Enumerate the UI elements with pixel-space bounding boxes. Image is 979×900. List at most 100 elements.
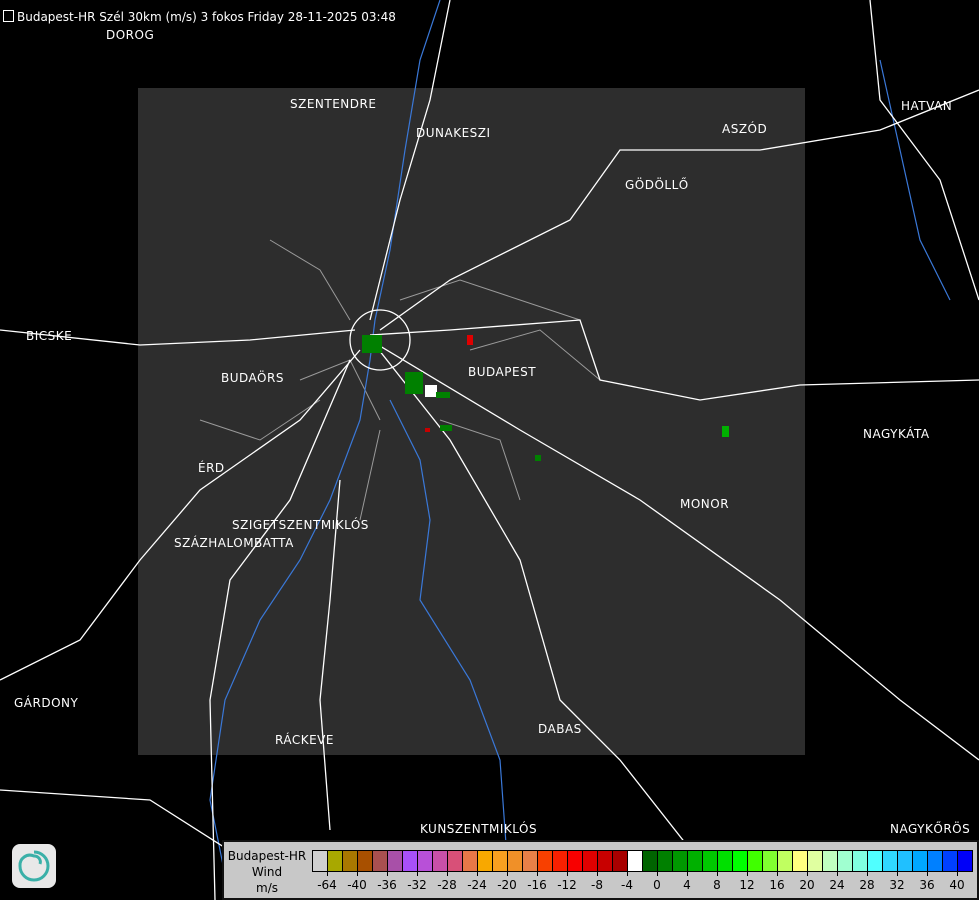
legend-ticks: -64 -40 -36 -32 -28 -24 -20 -16 -12 -8 -4 0 4 8 12 16 20… (312, 870, 979, 898)
legend-tick-mark (507, 870, 508, 876)
legend-tick-mark (477, 870, 478, 876)
legend-color-cell (883, 851, 898, 871)
map-title: Budapest-HR Szél 30km (m/s) 3 fokos Frid… (3, 10, 396, 24)
legend-color-cell (733, 851, 748, 871)
rivers (209, 0, 951, 900)
legend-tick-mark (327, 870, 328, 876)
legend-tick-mark (357, 870, 358, 876)
legend-tick-mark (567, 870, 568, 876)
town-label: SZÁZHALOMBATTA (174, 536, 294, 550)
town-label: BICSKE (26, 329, 73, 343)
legend-tick-label: 36 (919, 878, 935, 892)
radar-echoes (362, 335, 729, 461)
legend-tick-label: 40 (949, 878, 965, 892)
legend-tick-mark (927, 870, 928, 876)
legend-tick-label: 32 (889, 878, 905, 892)
legend-tick-mark (447, 870, 448, 876)
legend-label: Budapest-HR Wind m/s (226, 848, 308, 896)
legend-color-cell (493, 851, 508, 871)
legend-tick-label: -4 (621, 878, 633, 892)
town-label: SZIGETSZENTMIKLÓS (232, 518, 369, 532)
legend-color-cell (508, 851, 523, 871)
town-label: NAGYKÁTA (863, 427, 930, 441)
legend-color-cell (943, 851, 958, 871)
legend-color-cell (358, 851, 373, 871)
legend-tick-mark (867, 870, 868, 876)
legend-tick-label: -24 (467, 878, 487, 892)
legend-unit: m/s (256, 881, 278, 895)
legend-tick-mark (897, 870, 898, 876)
town-label: NAGYKŐRÖS (890, 822, 971, 836)
legend-tick-mark (387, 870, 388, 876)
logo (12, 844, 56, 888)
legend-color-cell (898, 851, 913, 871)
legend-color-cell (388, 851, 403, 871)
town-label: MONOR (680, 497, 730, 511)
legend-tick-mark (537, 870, 538, 876)
legend-color-cell (928, 851, 943, 871)
legend-tick-label: -12 (557, 878, 577, 892)
town-label: GÁRDONY (14, 696, 79, 710)
town-label: KUNSZENTMIKLÓS (420, 822, 538, 836)
swirl-logo-icon (18, 850, 50, 882)
legend-tick-mark (417, 870, 418, 876)
legend-tick-label: -64 (317, 878, 337, 892)
town-label: BUDAPEST (468, 365, 537, 379)
legend-color-cell (613, 851, 628, 871)
town-label: DUNAKESZI (416, 126, 491, 140)
legend-color-cell (808, 851, 823, 871)
legend-color-cell (313, 851, 328, 871)
legend-color-cell (913, 851, 928, 871)
legend-color-cell (448, 851, 463, 871)
legend-color-cell (478, 851, 493, 871)
legend-tick-label: 0 (653, 878, 661, 892)
legend-color-cell (463, 851, 478, 871)
legend-tick-label: 24 (829, 878, 845, 892)
legend-color-cell (343, 851, 358, 871)
legend-tick-mark (687, 870, 688, 876)
legend-color-cell (658, 851, 673, 871)
legend-tick-label: -16 (527, 878, 547, 892)
legend-color-cell (403, 851, 418, 871)
legend-color-cell (583, 851, 598, 871)
legend-tick-label: -40 (347, 878, 367, 892)
legend-tick-label: 20 (799, 878, 815, 892)
legend-color-cell (688, 851, 703, 871)
legend-tick-mark (807, 870, 808, 876)
legend-tick-label: -32 (407, 878, 427, 892)
legend-tick-label: 28 (859, 878, 875, 892)
town-label: ASZÓD (722, 122, 768, 136)
legend-color-cell (538, 851, 553, 871)
legend-tick-label: -36 (377, 878, 397, 892)
legend-color-cell (718, 851, 733, 871)
legend-tick-label: -20 (497, 878, 517, 892)
legend-tick-label: -28 (437, 878, 457, 892)
legend-color-cell (748, 851, 763, 871)
color-legend: Budapest-HR Wind m/s -64 -40 -36 -32 -28 -24-… (222, 840, 979, 900)
legend-color-cell (673, 851, 688, 871)
legend-tick-label: 8 (713, 878, 721, 892)
legend-color-cell (868, 851, 883, 871)
legend-tick-mark (957, 870, 958, 876)
legend-tick-label: -8 (591, 878, 603, 892)
legend-tick-mark (717, 870, 718, 876)
radar-coverage-area (138, 88, 805, 755)
legend-color-cell (793, 851, 808, 871)
town-label: GÖDÖLLŐ (625, 178, 689, 192)
town-label: ÉRD (198, 461, 225, 475)
menu-icon[interactable] (3, 10, 14, 22)
legend-tick-label: 16 (769, 878, 785, 892)
legend-color-cell (823, 851, 838, 871)
legend-color-cell (598, 851, 613, 871)
legend-color-cell (418, 851, 433, 871)
legend-color-cell (778, 851, 793, 871)
town-label: RÁCKEVE (275, 733, 334, 747)
legend-color-cell (553, 851, 568, 871)
legend-color-cell (433, 851, 448, 871)
legend-color-cell (523, 851, 538, 871)
town-label: DABAS (538, 722, 582, 736)
legend-tick-mark (597, 870, 598, 876)
legend-radar: Budapest-HR (227, 849, 307, 863)
